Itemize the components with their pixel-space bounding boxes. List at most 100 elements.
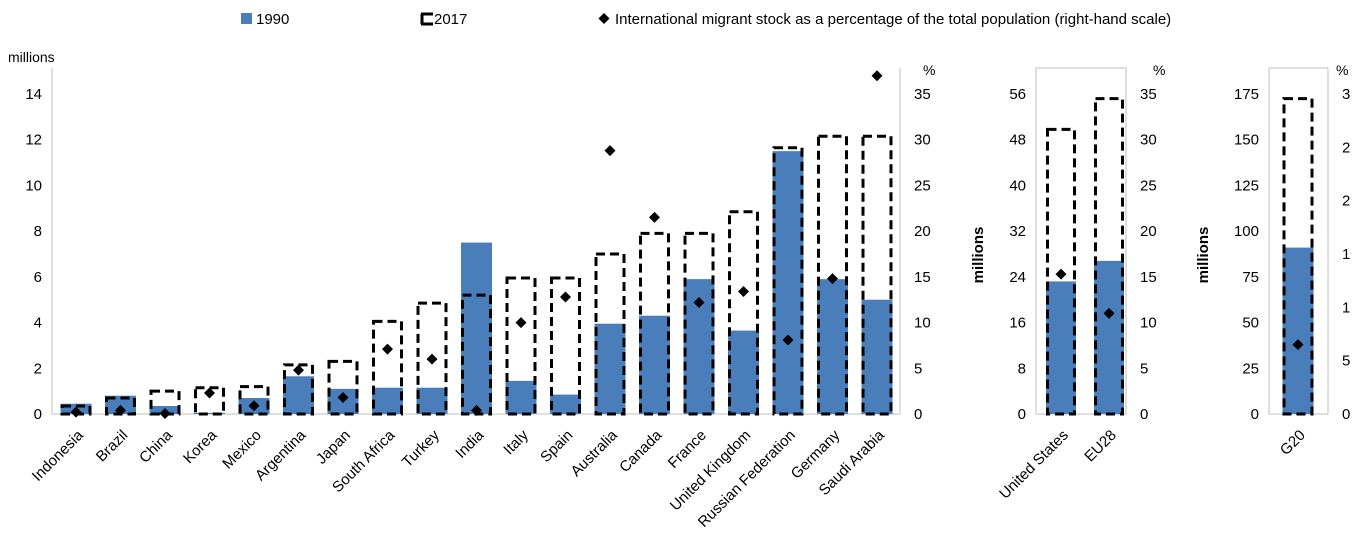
category-label-japan: Japan: [313, 427, 354, 468]
y-tick-label: 8: [1018, 360, 1026, 377]
bar-2017-saudi-arabia: [861, 134, 893, 416]
pct-marker-india: [471, 404, 482, 416]
y2-tick-label: 5: [914, 360, 922, 377]
category-label-united-states: United States: [996, 427, 1072, 503]
panel-us_eu: 0 8 16 24 32 40 48 56 0 5 10 15 20 25 30 35% millions Uni…: [970, 62, 1165, 503]
pct-marker-japan: [337, 392, 349, 404]
panel-countries: 0 2 4 6 8 10 12 14 0 5 10 15 20 25 30 35 millions% Indone…: [8, 49, 935, 531]
y-tick-label: 0: [1251, 406, 1259, 423]
legend-marker-pct: [598, 13, 610, 24]
y-tick-label: 100: [1234, 223, 1259, 240]
pct-marker-mexico: [248, 400, 260, 412]
bar-1990-spain: [550, 394, 581, 414]
bar-1990-argentina: [283, 376, 314, 414]
y2-axis-unit: %: [923, 62, 935, 78]
bar-2017-mexico: [238, 385, 270, 416]
pct-marker-russian-federation: [782, 334, 794, 346]
y-tick-label: 24: [1009, 269, 1026, 286]
y2-tick-label: 0: [1342, 406, 1350, 423]
y-tick-label: 40: [1009, 177, 1026, 194]
y2-tick-label: 2: [1342, 193, 1350, 210]
bar-2017-turkey: [416, 301, 448, 416]
bar-2017-spain: [550, 276, 581, 416]
pct-marker-south-africa: [382, 343, 393, 355]
bar-2017-canada: [639, 231, 670, 416]
bar-2017-france: [683, 231, 715, 416]
category-label-china: China: [136, 426, 176, 466]
category-label-eu28: EU28: [1081, 427, 1120, 466]
category-label-italy: Italy: [500, 426, 532, 458]
legend-marker-1990: [241, 13, 252, 24]
bar-1990-india: [461, 242, 492, 414]
y2-tick-label: 10: [914, 315, 931, 332]
y-tick-label: 4: [34, 315, 42, 332]
y-tick-label: 175: [1234, 86, 1259, 103]
bar-2017-united-kingdom: [728, 210, 759, 416]
bar-1990-g20: [1282, 247, 1314, 414]
y2-tick-label: 3: [1342, 86, 1350, 103]
y2-tick-label: 30: [914, 132, 931, 149]
bar-1990-eu28: [1094, 260, 1124, 414]
bar-1990-canada: [639, 315, 670, 414]
bar-1990-australia: [594, 323, 626, 414]
y2-tick-label: 20: [914, 223, 931, 240]
y2-tick-label: 15: [914, 269, 931, 286]
bar-1990-united-kingdom: [728, 330, 759, 414]
y2-axis-unit: %: [1153, 62, 1165, 78]
y2-tick-label: 5: [1140, 360, 1148, 377]
y-axis-title: millions: [1195, 227, 1212, 284]
pct-marker-united-states: [1055, 268, 1067, 280]
bar-1990-saudi-arabia: [861, 299, 893, 414]
y2-tick-label: 0: [1140, 406, 1148, 423]
y2-axis-unit: %: [1336, 62, 1348, 78]
y2-tick-label: 10: [1140, 315, 1157, 332]
y2-tick-label: 5: [1342, 353, 1350, 370]
category-label-brazil: Brazil: [93, 427, 132, 466]
y-axis-title: millions: [970, 227, 987, 284]
category-label-indonesia: Indonesia: [29, 426, 87, 484]
pct-marker-indonesia: [70, 406, 82, 418]
pct-marker-united-kingdom: [738, 285, 749, 297]
y2-tick-label: 25: [914, 177, 931, 194]
pct-marker-china: [159, 408, 171, 420]
y-tick-label: 0: [34, 406, 42, 423]
y2-tick-label: 15: [1140, 269, 1157, 286]
category-label-india: India: [452, 426, 487, 461]
y2-tick-label: 0: [914, 406, 922, 423]
pct-marker-canada: [649, 211, 660, 223]
bar-1990-turkey: [416, 387, 448, 414]
y-tick-label: 2: [34, 360, 42, 377]
y-tick-label: 16: [1009, 315, 1026, 332]
y-tick-label: 56: [1009, 86, 1026, 103]
y2-tick-label: 1: [1342, 246, 1350, 263]
y-tick-label: 14: [25, 86, 42, 103]
category-label-spain: Spain: [537, 427, 576, 466]
bar-1990-south-africa: [372, 387, 403, 414]
pct-marker-argentina: [293, 364, 304, 376]
y-tick-label: 50: [1242, 315, 1259, 332]
y-tick-label: 32: [1009, 223, 1026, 240]
panel-g20: 0 25 50 75 100 125 150 175 0 5 1 1 2 2 3% millions G20: [1195, 62, 1350, 459]
legend-label-1990: 1990: [256, 11, 289, 28]
bar-2017-australia: [594, 252, 626, 416]
y2-tick-label: 35: [1140, 86, 1157, 103]
pct-marker-italy: [515, 317, 527, 329]
bar-2017-germany: [817, 134, 848, 416]
category-label-canada: Canada: [616, 426, 666, 476]
category-label-united-kingdom: United Kingdom: [667, 427, 754, 514]
bar-1990-united-states: [1046, 281, 1076, 414]
legend-label-2017: 2017: [434, 11, 467, 28]
pct-marker-turkey: [426, 353, 438, 365]
bar-2017-g20: [1282, 97, 1314, 416]
y2-tick-label: 1: [1342, 299, 1350, 316]
category-label-g20: G20: [1277, 427, 1309, 459]
y2-tick-label: 35: [914, 86, 931, 103]
y-tick-label: 75: [1242, 269, 1259, 286]
pct-marker-spain: [560, 291, 571, 303]
y-tick-label: 25: [1242, 360, 1259, 377]
pct-marker-korea: [204, 387, 215, 399]
y2-tick-label: 20: [1140, 223, 1157, 240]
pct-marker-g20: [1292, 339, 1304, 351]
legend-items: 1990 2017 International migrant stock as a…: [241, 11, 1171, 28]
